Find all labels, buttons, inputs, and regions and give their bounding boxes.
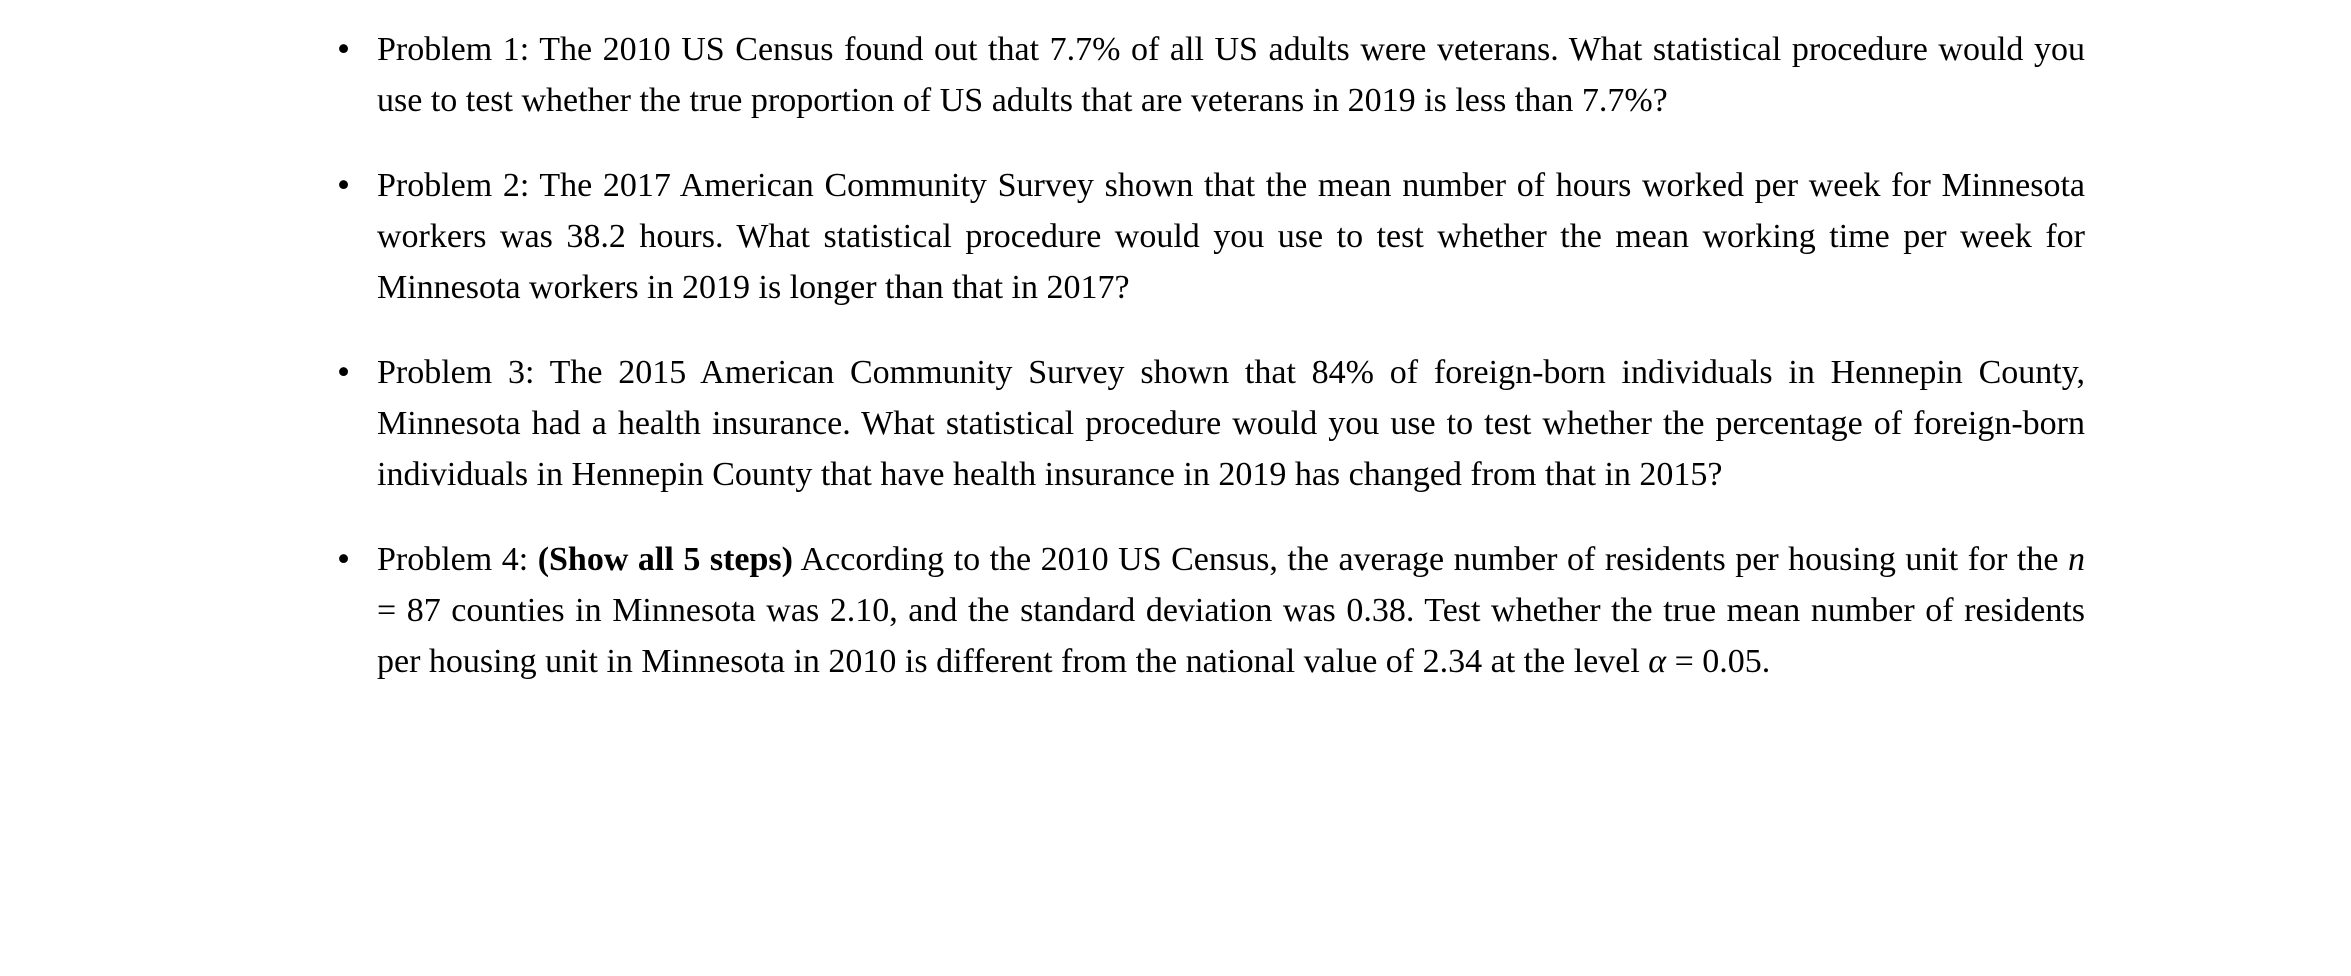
text-segment: = 87 counties in Minnesota was 2.10, and…: [377, 592, 2085, 680]
text-segment: Problem 3: The 2015 American Community S…: [377, 354, 2085, 493]
text-segment: According to the 2010 US Census, the ave…: [792, 541, 2068, 578]
text-segment: Problem 2: The 2017 American Community S…: [377, 167, 2085, 306]
problem-1-text: Problem 1: The 2010 US Census found out …: [377, 24, 2085, 126]
problem-item-3: • Problem 3: The 2015 American Community…: [337, 347, 2085, 500]
problem-item-2: • Problem 2: The 2017 American Community…: [337, 160, 2085, 313]
problem-item-1: • Problem 1: The 2010 US Census found ou…: [337, 24, 2085, 126]
problem-2-text: Problem 2: The 2017 American Community S…: [377, 160, 2085, 313]
problem-4-text: Problem 4: (Show all 5 steps) According …: [377, 534, 2085, 687]
math-var-alpha: α: [1648, 643, 1667, 680]
bullet-icon: •: [337, 29, 351, 70]
bullet-icon: •: [337, 165, 351, 206]
text-segment: Problem 4:: [377, 541, 538, 578]
text-segment: Problem 1: The 2010 US Census found out …: [377, 31, 2085, 119]
show-all-steps-note: (Show all 5 steps): [537, 541, 793, 578]
problem-3-text: Problem 3: The 2015 American Community S…: [377, 347, 2085, 500]
problem-item-4: • Problem 4: (Show all 5 steps) Accordin…: [337, 534, 2085, 687]
text-segment: = 0.05.: [1666, 643, 1771, 680]
math-var-n: n: [2068, 541, 2085, 578]
problem-list: • Problem 1: The 2010 US Census found ou…: [0, 24, 2351, 687]
bullet-icon: •: [337, 352, 351, 393]
bullet-icon: •: [337, 539, 351, 580]
